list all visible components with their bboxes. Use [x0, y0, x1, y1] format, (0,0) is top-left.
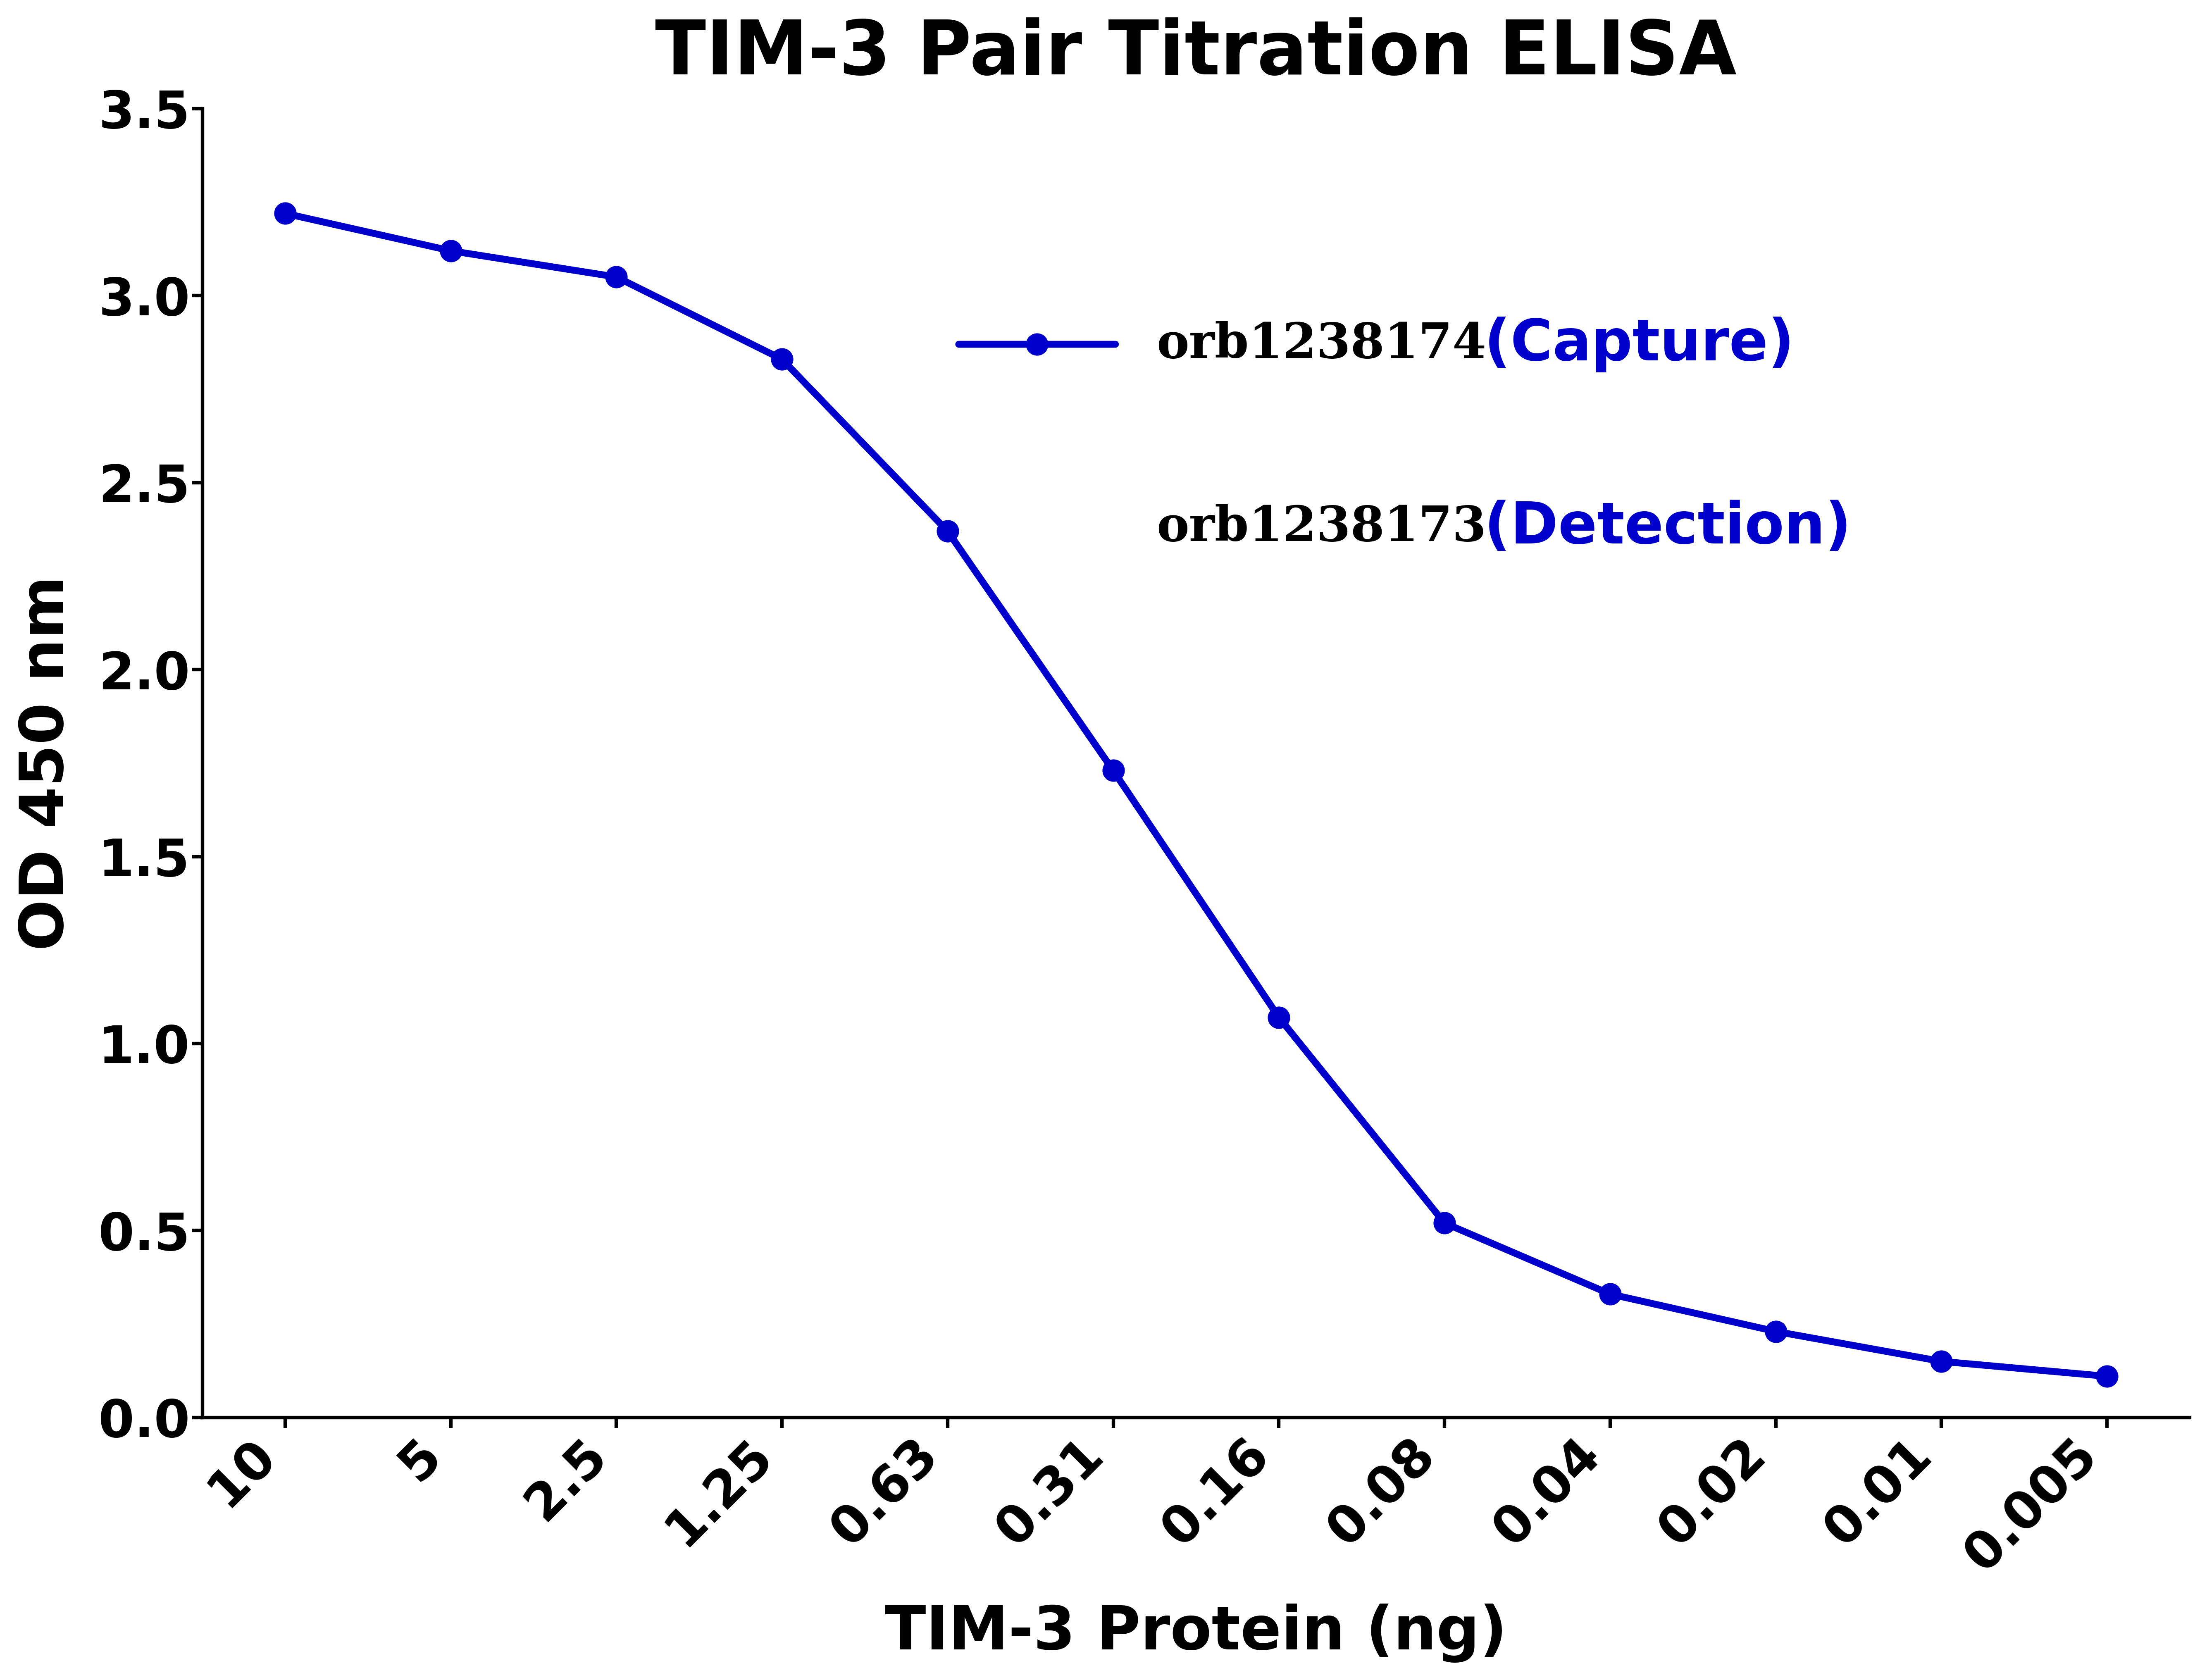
Text: orb1238173: orb1238173 — [1156, 504, 1485, 551]
Text: (Capture): (Capture) — [1465, 316, 1794, 373]
Text: (Detection): (Detection) — [1465, 499, 1852, 556]
Text: orb1238174: orb1238174 — [1156, 321, 1485, 368]
Title: TIM-3 Pair Titration ELISA: TIM-3 Pair Titration ELISA — [655, 17, 1737, 91]
X-axis label: TIM-3 Protein (ng): TIM-3 Protein (ng) — [885, 1604, 1507, 1663]
Y-axis label: OD 450 nm: OD 450 nm — [18, 576, 75, 951]
